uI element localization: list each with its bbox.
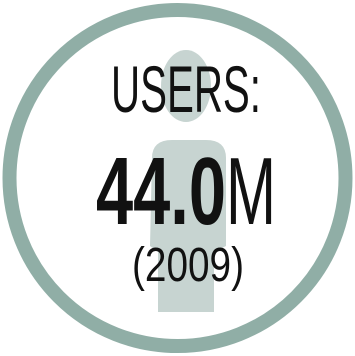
stat-year: (2009) <box>132 239 244 292</box>
stat-label: USERS: <box>111 52 261 126</box>
person-silhouette-icon <box>150 50 226 312</box>
stat-value: 44.0M <box>96 138 276 245</box>
stat-value-unit: M <box>226 138 276 245</box>
stat-value-number: 44.0 <box>96 138 226 245</box>
